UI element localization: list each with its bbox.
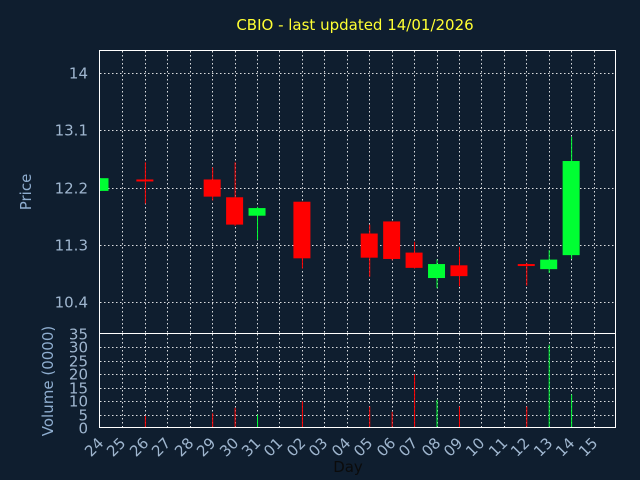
volume-bars: [144, 344, 573, 428]
price-tick-label: 10.4: [55, 294, 88, 312]
price-gridlines: [100, 51, 616, 334]
candle-body: [405, 252, 423, 268]
candle-body: [517, 264, 535, 267]
candle-body: [203, 179, 221, 197]
volume-tick-label: 30: [69, 339, 88, 357]
candle-body: [293, 201, 311, 259]
volume-tick-label: 15: [69, 380, 88, 398]
price-axis-ticks: 10.4 11.3 12.2 13.1 14: [55, 65, 88, 312]
candle-body: [226, 197, 244, 225]
volume-tick-label: 25: [69, 353, 88, 371]
candle-body: [248, 208, 266, 216]
price-axis-label: Price: [17, 174, 35, 211]
volume-tick-label: 10: [69, 393, 88, 411]
candle-body: [383, 221, 401, 259]
candle-body: [562, 161, 580, 256]
volume-tick-label: 0: [78, 420, 88, 438]
candle-body: [136, 179, 154, 182]
price-tick-label: 13.1: [55, 122, 88, 140]
day-axis-ticks: 2425262728293031010203040506070809101112…: [81, 434, 601, 460]
candle-body: [100, 178, 109, 191]
chart-title: CBIO - last updated 14/01/2026: [236, 16, 473, 34]
candle-body: [450, 265, 468, 277]
day-tick-label: 15: [575, 434, 601, 460]
price-panel-frame: [99, 50, 616, 334]
candle-body: [428, 264, 446, 279]
volume-tick-label: 35: [69, 326, 88, 344]
price-tick-label: 11.3: [55, 237, 88, 255]
volume-panel-frame: [99, 333, 616, 428]
price-candles: [100, 136, 580, 289]
day-axis-label: Day: [333, 458, 363, 476]
price-tick-label: 14: [69, 65, 88, 83]
volume-gridlines: [100, 334, 616, 428]
price-tick-label: 12.2: [55, 180, 88, 198]
candle-body: [360, 233, 378, 258]
candle-body: [540, 259, 558, 270]
volume-tick-label: 20: [69, 366, 88, 384]
volume-tick-label: 5: [78, 407, 88, 425]
volume-axis-label: Volume (0000): [39, 326, 57, 436]
